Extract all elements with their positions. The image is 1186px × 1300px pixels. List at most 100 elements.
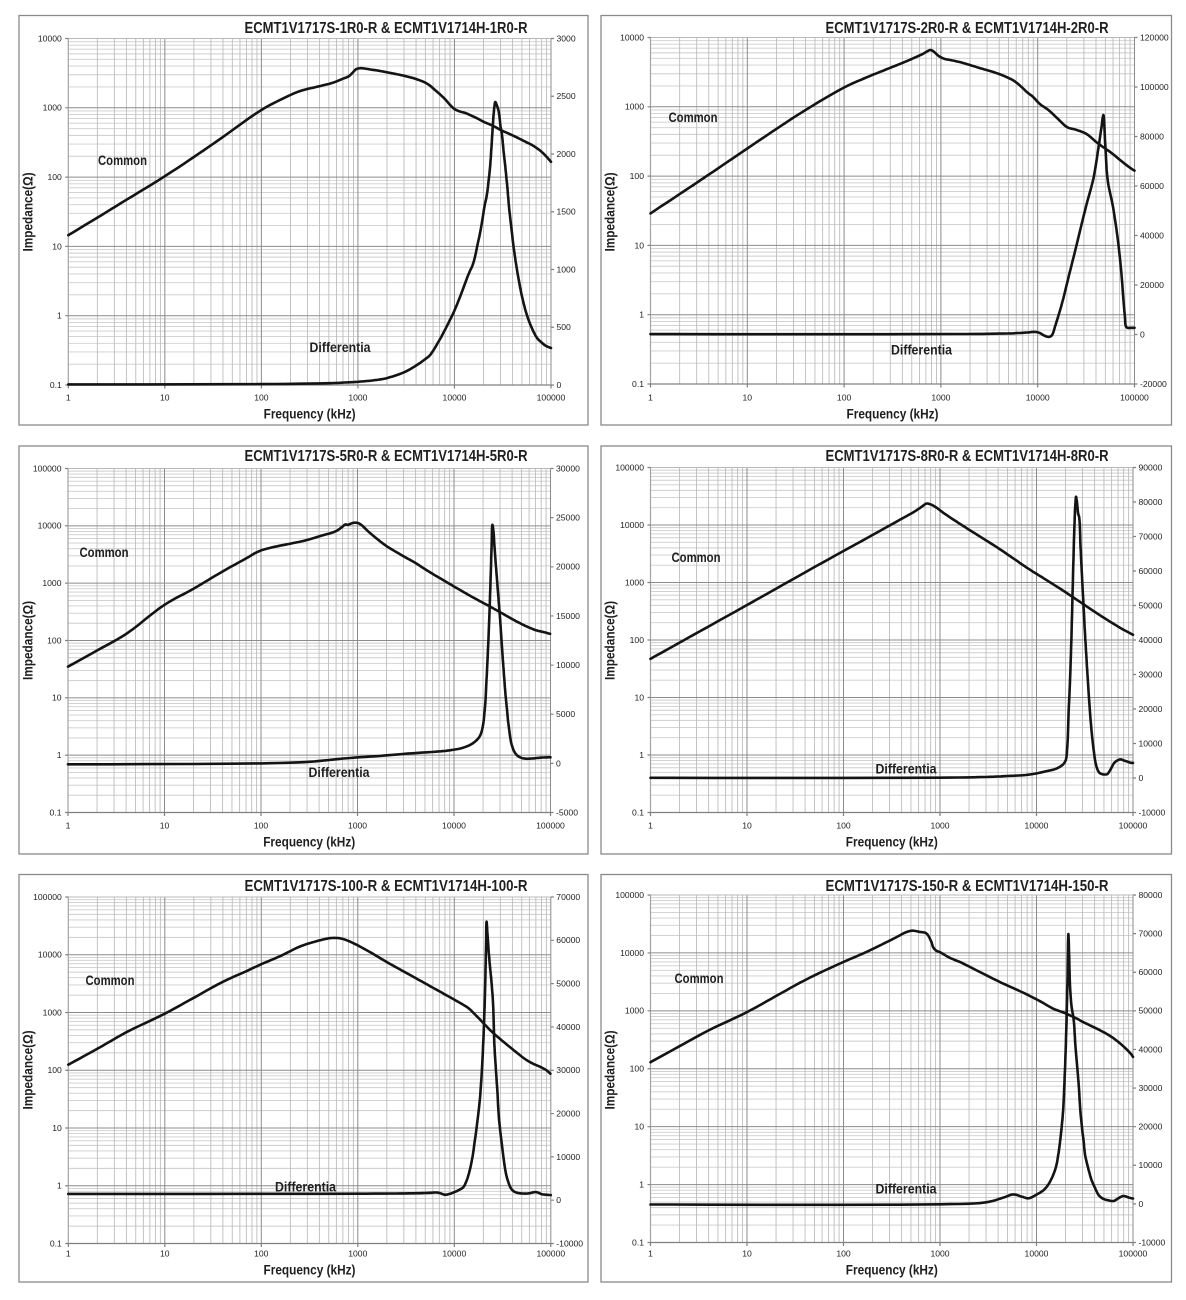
svg-text:60000: 60000 <box>1139 566 1163 576</box>
svg-text:100000: 100000 <box>537 393 566 403</box>
svg-text:10000: 10000 <box>1139 1160 1163 1170</box>
svg-text:40000: 40000 <box>1140 230 1164 240</box>
svg-text:0.1: 0.1 <box>632 807 644 817</box>
svg-text:0: 0 <box>557 380 562 390</box>
svg-text:Differentia: Differentia <box>876 1182 937 1197</box>
svg-text:Impedance(Ω): Impedance(Ω) <box>20 601 36 680</box>
svg-text:20000: 20000 <box>1139 704 1163 714</box>
svg-text:Differentia: Differentia <box>876 762 937 777</box>
svg-text:Frequency (kHz): Frequency (kHz) <box>263 834 355 850</box>
svg-text:70000: 70000 <box>1139 929 1163 939</box>
svg-text:1: 1 <box>639 750 644 760</box>
svg-text:2500: 2500 <box>557 91 576 101</box>
svg-text:Impedance(Ω): Impedance(Ω) <box>602 1031 618 1110</box>
svg-text:1: 1 <box>57 1181 62 1191</box>
svg-text:100: 100 <box>47 172 62 182</box>
svg-text:10000: 10000 <box>443 393 467 403</box>
svg-text:Impedance(Ω): Impedance(Ω) <box>20 1031 36 1110</box>
svg-text:Common: Common <box>86 972 135 988</box>
svg-text:100: 100 <box>836 1249 851 1259</box>
svg-text:100000: 100000 <box>615 890 644 900</box>
svg-text:3000: 3000 <box>557 33 576 43</box>
svg-text:Differentia: Differentia <box>891 343 952 358</box>
svg-text:0.1: 0.1 <box>632 1237 644 1247</box>
svg-text:20000: 20000 <box>556 562 580 572</box>
svg-text:10: 10 <box>743 393 753 403</box>
svg-text:30000: 30000 <box>556 463 580 473</box>
svg-text:30000: 30000 <box>556 1065 580 1075</box>
svg-text:40000: 40000 <box>1139 635 1163 645</box>
svg-text:30000: 30000 <box>1139 669 1163 679</box>
svg-text:40000: 40000 <box>556 1022 580 1032</box>
svg-text:1: 1 <box>648 393 653 403</box>
svg-text:ECMT1V1717S-8R0-R & ECMT1V1714: ECMT1V1717S-8R0-R & ECMT1V1714H-8R0-R <box>826 448 1109 465</box>
svg-text:100000: 100000 <box>536 821 565 831</box>
svg-text:100000: 100000 <box>615 462 644 472</box>
svg-text:Common: Common <box>98 152 147 168</box>
svg-text:5000: 5000 <box>556 709 575 719</box>
svg-text:Frequency (kHz): Frequency (kHz) <box>264 1262 356 1278</box>
svg-text:10: 10 <box>634 240 644 250</box>
svg-text:10: 10 <box>742 821 752 831</box>
svg-text:80000: 80000 <box>1139 497 1163 507</box>
svg-text:70000: 70000 <box>556 892 580 902</box>
svg-text:Common: Common <box>675 970 724 986</box>
svg-text:Frequency (kHz): Frequency (kHz) <box>264 406 356 422</box>
svg-text:10: 10 <box>742 1249 752 1259</box>
svg-text:0.1: 0.1 <box>50 380 62 390</box>
svg-text:Impedance(Ω): Impedance(Ω) <box>602 173 618 252</box>
svg-text:Frequency (kHz): Frequency (kHz) <box>846 834 938 850</box>
svg-text:100000: 100000 <box>1119 821 1148 831</box>
svg-text:Differentia: Differentia <box>309 765 370 780</box>
svg-text:25000: 25000 <box>556 513 580 523</box>
svg-text:-10000: -10000 <box>1139 1237 1166 1247</box>
svg-text:10: 10 <box>634 692 644 702</box>
svg-text:2000: 2000 <box>557 149 576 159</box>
svg-text:100: 100 <box>630 635 645 645</box>
svg-text:ECMT1V1717S-2R0-R & ECMT1V1714: ECMT1V1717S-2R0-R & ECMT1V1714H-2R0-R <box>826 20 1109 37</box>
svg-text:Common: Common <box>669 109 718 125</box>
svg-text:50000: 50000 <box>1139 600 1163 610</box>
svg-text:10000: 10000 <box>620 520 644 530</box>
svg-text:500: 500 <box>557 322 572 332</box>
svg-text:-10000: -10000 <box>1139 807 1166 817</box>
svg-text:120000: 120000 <box>1140 32 1169 42</box>
svg-text:10000: 10000 <box>38 950 62 960</box>
svg-text:10: 10 <box>160 1249 170 1259</box>
svg-text:100: 100 <box>836 821 851 831</box>
svg-text:-5000: -5000 <box>556 807 578 817</box>
svg-text:50000: 50000 <box>556 979 580 989</box>
svg-text:90000: 90000 <box>1139 462 1163 472</box>
svg-text:Frequency (kHz): Frequency (kHz) <box>846 1262 938 1278</box>
svg-text:100000: 100000 <box>33 892 62 902</box>
svg-text:1000: 1000 <box>625 102 644 112</box>
svg-text:ECMT1V1717S-1R0-R & ECMT1V1714: ECMT1V1717S-1R0-R & ECMT1V1714H-1R0-R <box>245 20 528 37</box>
svg-text:20000: 20000 <box>1140 280 1164 290</box>
svg-text:15000: 15000 <box>556 611 580 621</box>
svg-text:Common: Common <box>672 549 721 565</box>
svg-text:10000: 10000 <box>442 1249 466 1259</box>
svg-text:1000: 1000 <box>43 1007 62 1017</box>
svg-text:1000: 1000 <box>625 577 644 587</box>
svg-text:Differentia: Differentia <box>275 1180 336 1195</box>
svg-text:0: 0 <box>556 1195 561 1205</box>
svg-text:10000: 10000 <box>38 521 62 531</box>
svg-text:10000: 10000 <box>620 32 644 42</box>
svg-text:50000: 50000 <box>1139 1006 1163 1016</box>
svg-text:100: 100 <box>254 1249 269 1259</box>
svg-text:100: 100 <box>47 635 62 645</box>
svg-text:10: 10 <box>52 241 62 251</box>
svg-text:1: 1 <box>57 311 62 321</box>
svg-text:10: 10 <box>160 393 170 403</box>
svg-text:1: 1 <box>66 1249 71 1259</box>
svg-text:100000: 100000 <box>1120 393 1149 403</box>
svg-text:1000: 1000 <box>930 1249 949 1259</box>
svg-text:1000: 1000 <box>43 103 62 113</box>
svg-text:100: 100 <box>254 393 269 403</box>
svg-text:Frequency (kHz): Frequency (kHz) <box>847 406 939 422</box>
svg-text:10000: 10000 <box>1025 821 1049 831</box>
svg-text:0: 0 <box>556 758 561 768</box>
svg-text:1000: 1000 <box>625 1006 644 1016</box>
svg-text:10000: 10000 <box>620 948 644 958</box>
svg-text:10000: 10000 <box>556 1152 580 1162</box>
